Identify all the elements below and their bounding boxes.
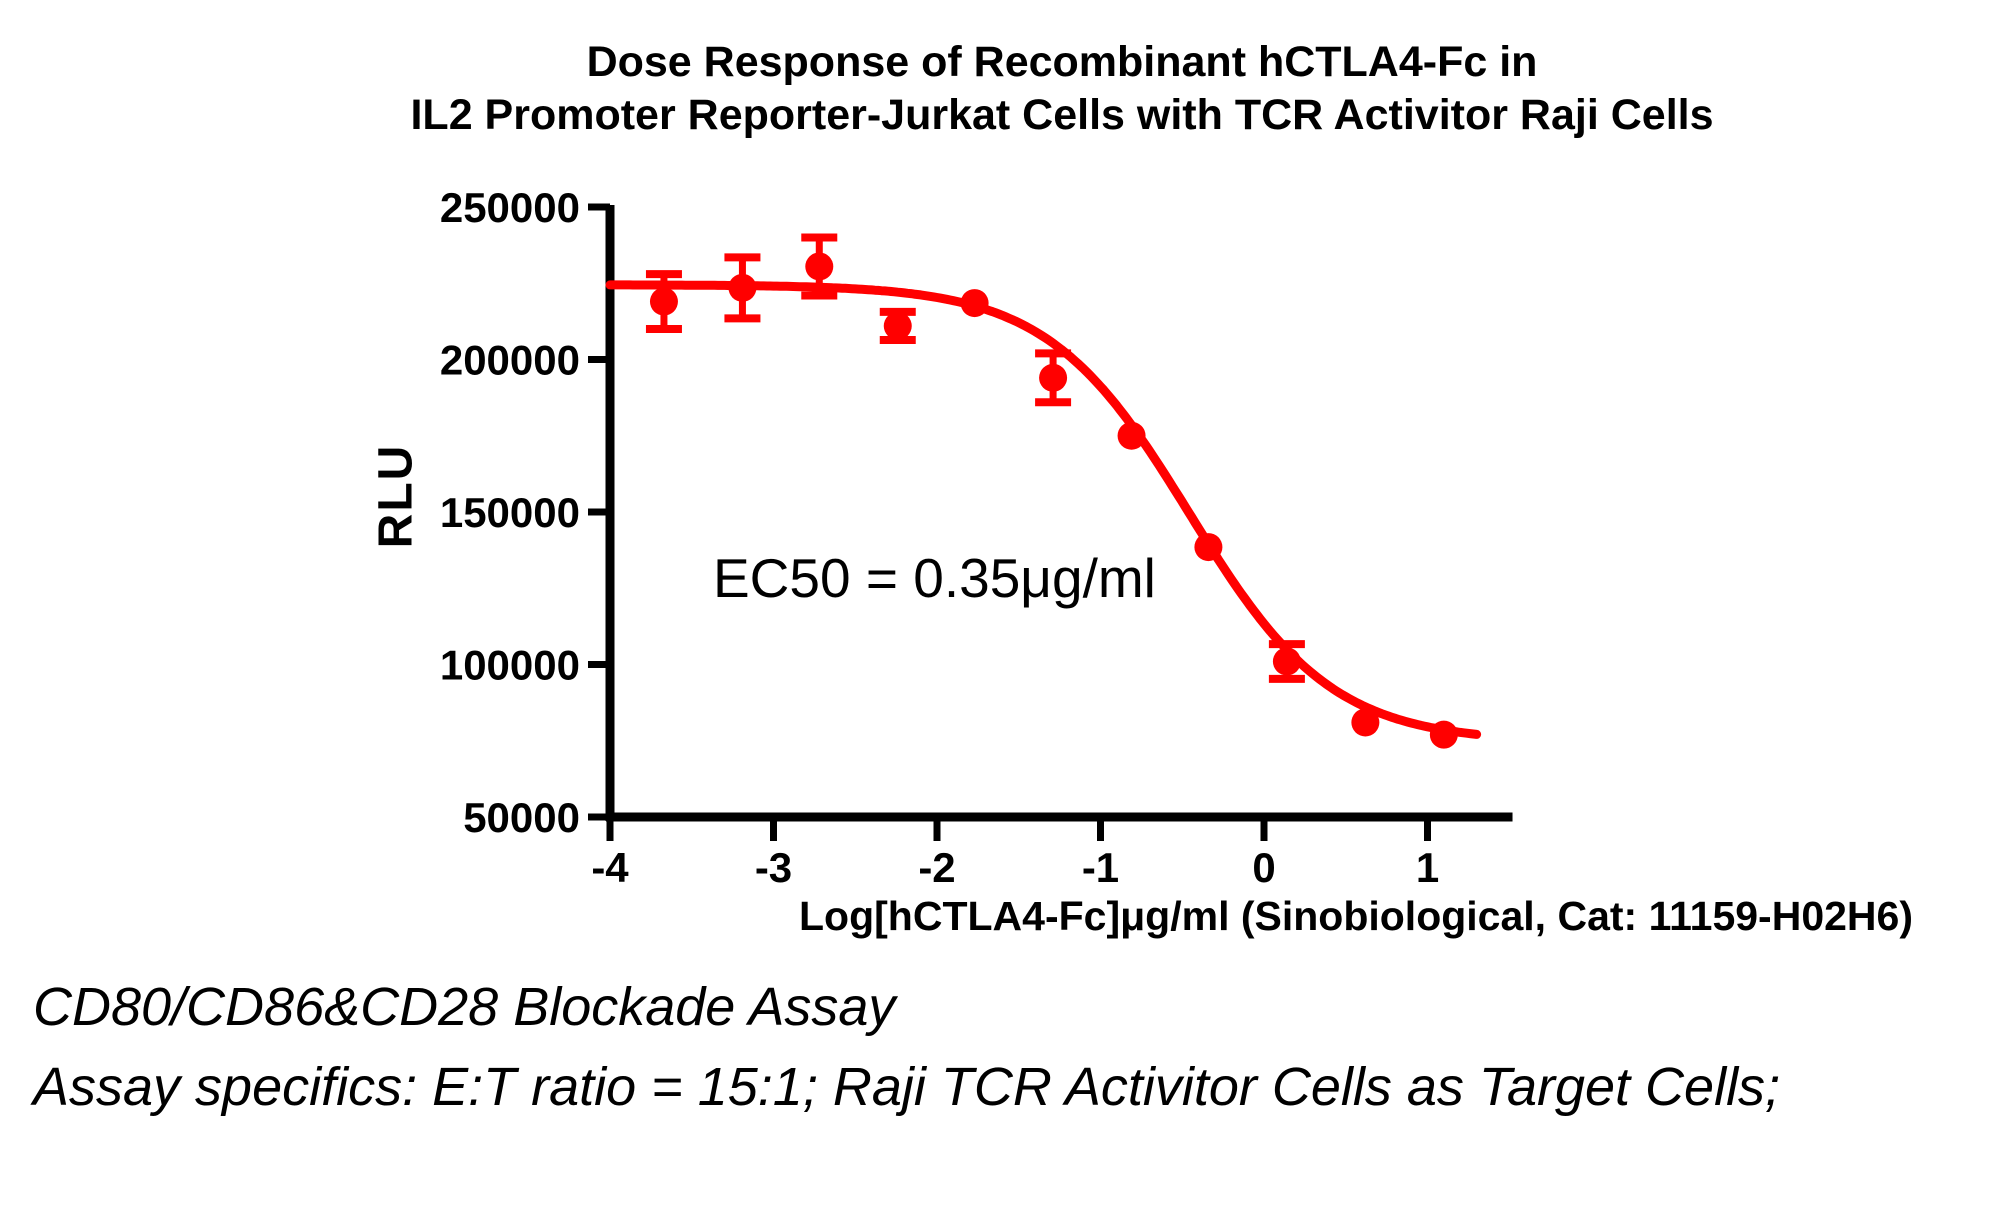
x-axis-title: Log[hCTLA4-Fc]μg/ml (Sinobiological, Cat… [799, 893, 1913, 939]
data-point-marker [1272, 647, 1301, 676]
y-tick-label: 100000 [440, 642, 580, 689]
ec50-annotation: EC50 = 0.35μg/ml [713, 547, 1156, 609]
x-tick-label: -3 [755, 844, 792, 891]
x-tick-label: -2 [918, 844, 955, 891]
data-point-marker [1039, 363, 1068, 392]
data-point-marker [805, 252, 834, 281]
footnote-assay-specifics: Assay specifics: E:T ratio = 15:1; Raji … [33, 1057, 1781, 1117]
data-point-marker [1117, 421, 1146, 450]
chart-title: Dose Response of Recombinant hCTLA4-Fc i… [410, 36, 1713, 142]
x-tick-label: -1 [1082, 844, 1119, 891]
data-point-marker [728, 273, 757, 302]
data-point-marker [1429, 720, 1458, 749]
data-point-marker [649, 287, 678, 316]
x-tick-label: 0 [1252, 844, 1275, 891]
chart-title-line2: IL2 Promoter Reporter-Jurkat Cells with … [410, 91, 1714, 139]
chart-title-line1: Dose Response of Recombinant hCTLA4-Fc i… [586, 38, 1538, 86]
y-tick-label: 150000 [440, 489, 580, 536]
data-point-marker [1194, 533, 1223, 562]
y-tick-label: 250000 [440, 184, 580, 231]
x-tick-label: -4 [591, 844, 629, 891]
y-tick-label: 200000 [440, 337, 580, 384]
data-point-marker [883, 311, 912, 340]
y-tick-label: 50000 [463, 794, 580, 841]
data-point-marker [960, 289, 989, 318]
footnote-assay-name: CD80/CD86&CD28 Blockade Assay [33, 977, 896, 1037]
x-tick-label: 1 [1416, 844, 1439, 891]
y-axis-title: RLU [369, 443, 423, 549]
data-point-marker [1351, 708, 1380, 737]
